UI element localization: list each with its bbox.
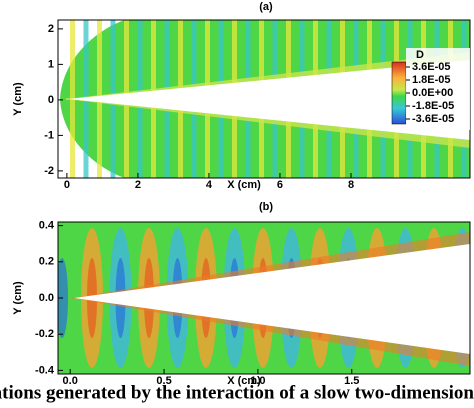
y-tick-label: 0.2	[39, 256, 54, 268]
panel-label: (b)	[259, 201, 273, 213]
x-tick-label: 2	[135, 179, 141, 191]
y-tick-label: 0.0	[39, 292, 54, 304]
y-tick-label: -0.2	[35, 328, 54, 340]
x-tick-label: 0.5	[156, 375, 171, 387]
colorbar-label: 3.6E-05	[412, 61, 451, 73]
x-axis-label: X (cm)	[227, 375, 261, 387]
y-tick-label: 1	[48, 58, 54, 70]
x-tick-label: 1.0	[250, 375, 265, 387]
y-tick-label: -0.4	[35, 364, 55, 376]
colorbar	[391, 61, 407, 125]
y-axis-label: Y (cm)	[12, 281, 24, 315]
y-tick-label: 0.4	[39, 220, 55, 232]
colorbar-label-bg	[406, 48, 470, 130]
y-tick-label: 2	[48, 23, 54, 35]
y-tick-label: -1	[44, 129, 54, 141]
x-tick-label: 0	[64, 179, 70, 191]
contour-field-b	[58, 222, 470, 374]
x-tick-label: 8	[348, 179, 354, 191]
y-tick-label: 0	[48, 94, 54, 106]
x-tick-label: 0.0	[63, 375, 78, 387]
y-tick-label: -2	[44, 165, 54, 177]
colorbar-label: -3.6E-05	[412, 113, 454, 125]
x-tick-label: 6	[277, 179, 283, 191]
x-axis-label: X (cm)	[227, 179, 261, 191]
colorbar-label: -1.8E-05	[412, 100, 454, 112]
panel-label: (a)	[259, 1, 273, 13]
x-tick-label: 4	[206, 179, 213, 191]
y-axis-label: Y (cm)	[12, 82, 24, 116]
colorbar-label: 1.8E-05	[412, 74, 451, 86]
x-tick-label: 1.5	[344, 375, 359, 387]
colorbar-label: 0.0E+00	[412, 87, 453, 99]
caption: ations generated by the interaction of a…	[0, 382, 474, 403]
colorbar-title: D	[416, 49, 424, 61]
